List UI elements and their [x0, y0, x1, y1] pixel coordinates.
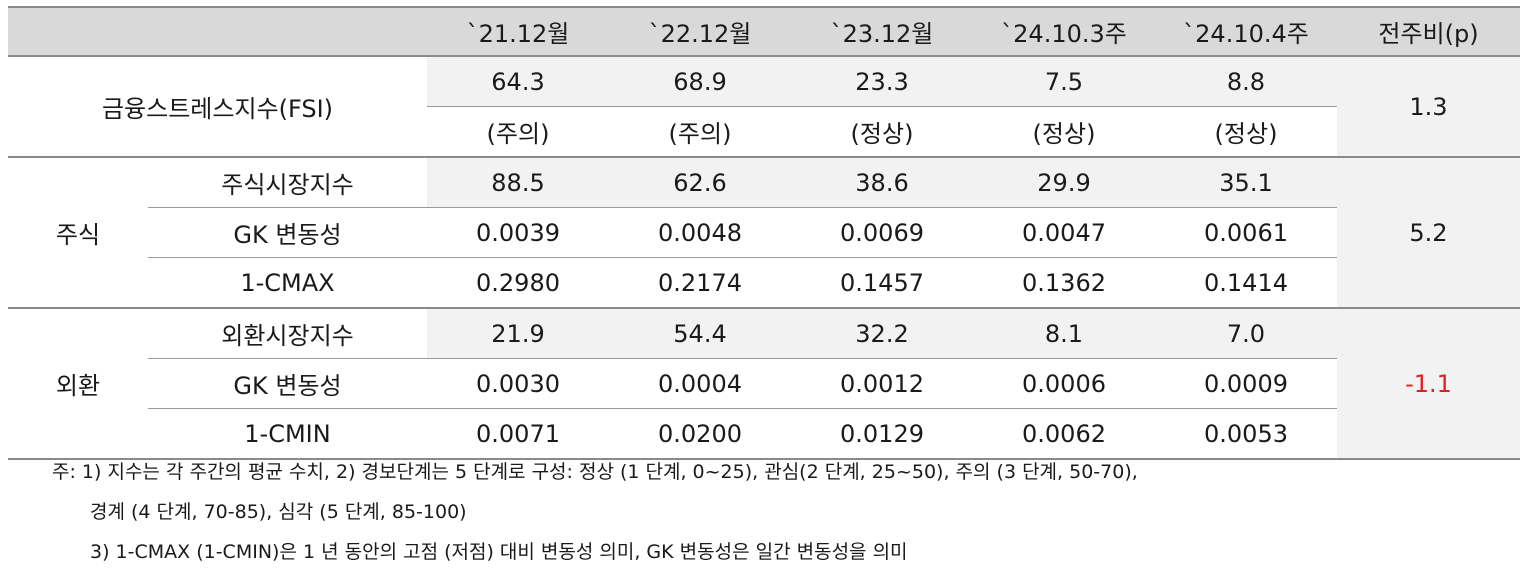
header-blank [8, 6, 427, 57]
table-cell: 38.6 [791, 157, 973, 208]
table-cell: 0.0062 [973, 408, 1155, 460]
row-label: 외환시장지수 [148, 308, 427, 359]
fsi-value: 7.5 [973, 56, 1155, 107]
fsi-value-row: 금융스트레스지수(FSI) 64.3 68.9 23.3 7.5 8.8 1.3 [8, 56, 1520, 158]
footnote-line-2: 경계 (4 단계, 70-85), 심각 (5 단계, 85-100) [90, 501, 467, 523]
footnote-line-3: 3) 1-CMAX (1-CMIN)은 1 년 동안의 고점 (저점) 대비 변… [90, 541, 908, 563]
fsi-value: 64.3 [427, 56, 609, 107]
table-cell: 0.1414 [1155, 257, 1337, 309]
header-col-2023-12: `23.12월 [791, 6, 973, 57]
table-cell: 54.4 [609, 308, 791, 359]
table-cell: 0.0009 [1155, 358, 1337, 409]
stock-index-row: 주식 주식시장지수 88.5 62.6 38.6 29.9 35.1 5.2 [8, 157, 1520, 309]
table-cell: 62.6 [609, 157, 791, 208]
table-cell: 88.5 [427, 157, 609, 208]
fx-change: -1.1 [1337, 308, 1520, 460]
table-cell: 32.2 [791, 308, 973, 359]
fx-group-label: 외환 [8, 308, 148, 460]
fsi-state: (정상) [1155, 106, 1337, 158]
header-col-2024-10-w3: `24.10.3주 [973, 6, 1155, 57]
table-cell: 0.1457 [791, 257, 973, 309]
table-cell: 0.2174 [609, 257, 791, 309]
header-col-change: 전주비(p) [1337, 6, 1520, 57]
header-row: `21.12월 `22.12월 `23.12월 `24.10.3주 `24.10… [8, 6, 1520, 57]
fx-index-row: 외환 외환시장지수 21.9 54.4 32.2 8.1 7.0 -1.1 [8, 308, 1520, 460]
fsi-value: 23.3 [791, 56, 973, 107]
table-cell: 0.0048 [609, 207, 791, 258]
stock-cmax-row: 1-CMAX 0.2980 0.2174 0.1457 0.1362 0.141… [8, 257, 1520, 309]
row-label: 주식시장지수 [148, 157, 427, 208]
fx-cmin-row: 1-CMIN 0.0071 0.0200 0.0129 0.0062 0.005… [8, 408, 1520, 460]
table-cell: 0.0047 [973, 207, 1155, 258]
row-label: GK 변동성 [148, 207, 427, 258]
table-cell: 0.0069 [791, 207, 973, 258]
table-cell: 0.0200 [609, 408, 791, 460]
table-cell: 0.1362 [973, 257, 1155, 309]
fsi-state: (정상) [973, 106, 1155, 158]
header-col-2021-12: `21.12월 [427, 6, 609, 57]
table-cell: 35.1 [1155, 157, 1337, 208]
table-cell: 0.0004 [609, 358, 791, 409]
header-col-2024-10-w4: `24.10.4주 [1155, 6, 1337, 57]
table-cell: 0.0012 [791, 358, 973, 409]
header-col-2022-12: `22.12월 [609, 6, 791, 57]
row-label: GK 변동성 [148, 358, 427, 409]
fsi-value: 8.8 [1155, 56, 1337, 107]
fsi-label: 금융스트레스지수(FSI) [8, 56, 427, 158]
table-cell: 29.9 [973, 157, 1155, 208]
stock-change: 5.2 [1337, 157, 1520, 309]
row-label: 1-CMAX [148, 257, 427, 309]
table-cell: 0.0053 [1155, 408, 1337, 460]
row-label: 1-CMIN [148, 408, 427, 460]
fsi-value: 68.9 [609, 56, 791, 107]
table-cell: 0.0030 [427, 358, 609, 409]
fsi-state-row: (주의) (주의) (정상) (정상) (정상) [8, 106, 1520, 158]
fsi-state: (주의) [427, 106, 609, 158]
table-cell: 7.0 [1155, 308, 1337, 359]
table-cell: 0.0071 [427, 408, 609, 460]
stock-gk-row: GK 변동성 0.0039 0.0048 0.0069 0.0047 0.006… [8, 207, 1520, 258]
fx-gk-row: GK 변동성 0.0030 0.0004 0.0012 0.0006 0.000… [8, 358, 1520, 409]
table-cell: 0.0129 [791, 408, 973, 460]
table-cell: 8.1 [973, 308, 1155, 359]
table-cell: 0.2980 [427, 257, 609, 309]
fsi-table: `21.12월 `22.12월 `23.12월 `24.10.3주 `24.10… [8, 6, 1520, 460]
table-cell: 21.9 [427, 308, 609, 359]
footnote-line-1: 주: 1) 지수는 각 주간의 평균 수치, 2) 경보단계는 5 단계로 구성… [52, 461, 1138, 483]
fsi-state: (주의) [609, 106, 791, 158]
fsi-state: (정상) [791, 106, 973, 158]
stock-group-label: 주식 [8, 157, 148, 309]
table-cell: 0.0061 [1155, 207, 1337, 258]
fsi-change: 1.3 [1337, 56, 1520, 158]
table-cell: 0.0006 [973, 358, 1155, 409]
table-cell: 0.0039 [427, 207, 609, 258]
footnotes: 주: 1) 지수는 각 주간의 평균 수치, 2) 경보단계는 5 단계로 구성… [52, 452, 1138, 572]
